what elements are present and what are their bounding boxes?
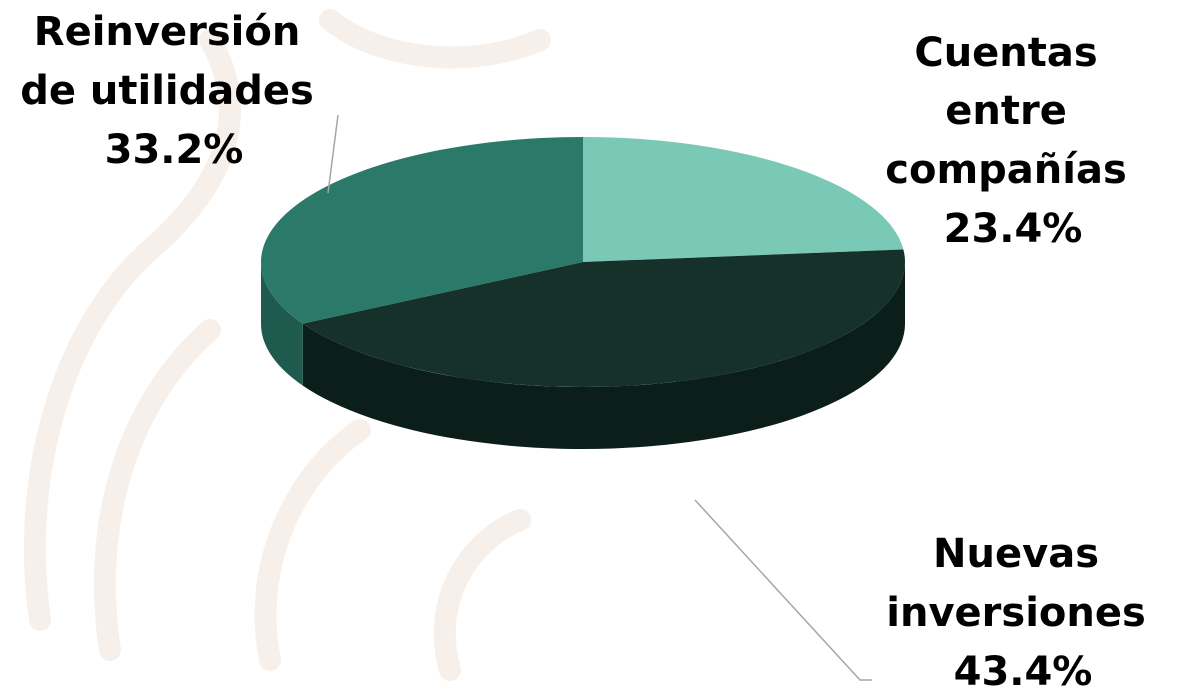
label-line: Nuevas inversiones 43.4% [886,531,1159,688]
pie-3d [261,137,905,449]
label-reinversion: Reinversión de utilidades 33.2% [20,9,328,173]
label-line: Cuentas entre compañías 23.4% [885,30,1140,252]
label-nuevas: Nuevas inversiones 43.4% [886,531,1159,688]
label-cuentas: Cuentas entre compañías 23.4% [885,30,1140,252]
pie-slice-1 [302,249,905,388]
label-line: Reinversión de utilidades 33.2% [20,9,328,173]
pie-slice-side-1 [302,262,905,449]
leader-line-reinversion [327,114,339,194]
pie-slice-0 [583,137,904,262]
pie-slice-side-2 [261,262,303,386]
leader-line-nuevas [694,499,872,681]
pie-slice-2 [261,137,583,324]
background-pattern [24,9,551,681]
